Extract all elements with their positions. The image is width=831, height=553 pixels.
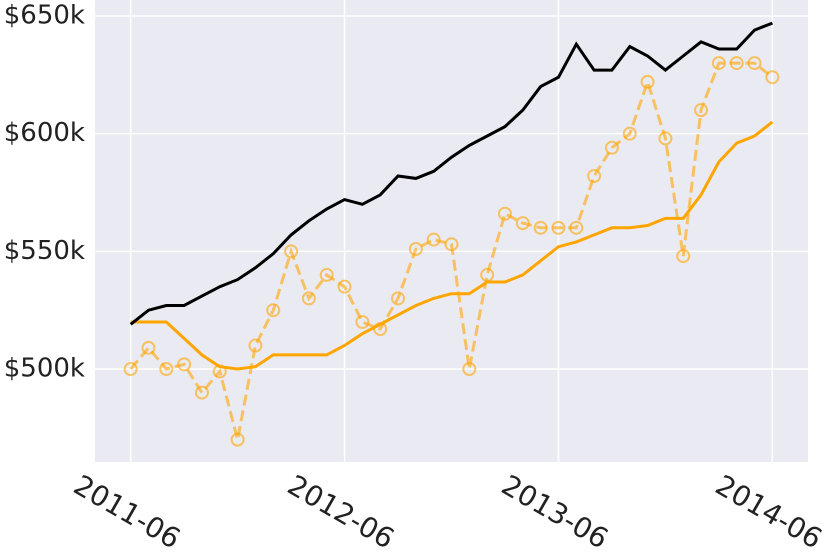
point	[177, 357, 192, 372]
point	[533, 220, 548, 235]
point	[426, 232, 441, 247]
x-tick-label: 2013-06	[496, 468, 614, 553]
point	[551, 220, 566, 235]
point	[497, 206, 512, 221]
x-tick-label: 2012-06	[282, 468, 400, 553]
y-tick-label: $500k	[4, 354, 85, 384]
point	[658, 131, 673, 146]
point	[729, 56, 744, 71]
point	[587, 169, 602, 184]
y-tick-label: $600k	[4, 118, 85, 148]
point	[747, 56, 762, 71]
x-tick-label: 2011-06	[68, 468, 186, 553]
point	[230, 432, 245, 447]
point	[515, 216, 530, 231]
point	[194, 385, 209, 400]
point	[355, 314, 370, 329]
y-tick-label: $650k	[4, 1, 85, 31]
point	[408, 242, 423, 257]
point	[284, 244, 299, 259]
y-tick-label: $550k	[4, 236, 85, 266]
point	[622, 126, 637, 141]
point	[444, 237, 459, 252]
line	[129, 21, 773, 326]
point	[676, 249, 691, 264]
line	[129, 61, 774, 440]
point	[694, 103, 709, 118]
point	[266, 303, 281, 318]
plot-area	[95, 0, 808, 462]
x-tick-label: 2014-06	[710, 468, 828, 553]
point	[765, 70, 780, 85]
point	[301, 291, 316, 306]
point	[569, 220, 584, 235]
point	[640, 74, 655, 89]
point	[337, 279, 352, 294]
point	[123, 362, 138, 377]
point	[711, 56, 726, 71]
point	[248, 338, 263, 353]
point	[462, 362, 477, 377]
point	[319, 267, 334, 282]
point	[391, 291, 406, 306]
point	[159, 362, 174, 377]
point	[604, 140, 619, 155]
point	[141, 340, 156, 355]
line	[130, 120, 774, 371]
